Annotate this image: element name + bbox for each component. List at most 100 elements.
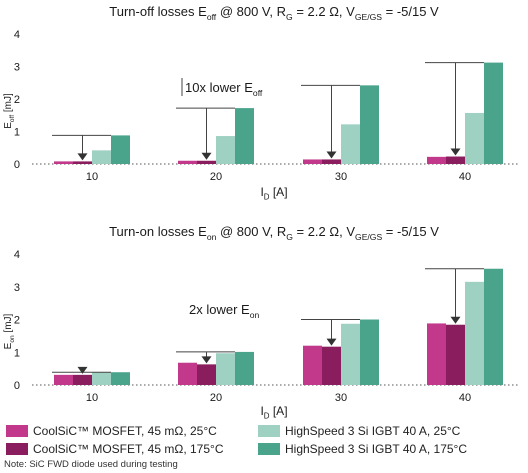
label-text: = -5/15 V — [382, 224, 439, 239]
bar — [484, 268, 503, 385]
bar — [73, 161, 92, 164]
y-axis-label: Eon [mJ] — [3, 313, 16, 349]
y-tick-label: 4 — [14, 29, 20, 41]
label-text: [A] — [270, 185, 288, 199]
legend-swatch — [6, 425, 28, 437]
label-text: @ 800 V, R — [216, 4, 286, 19]
comparison-arrow-head — [77, 153, 88, 161]
bar — [322, 159, 341, 164]
x-tick-label: 20 — [210, 171, 222, 183]
x-tick-label: 40 — [459, 392, 471, 404]
bar — [73, 374, 92, 385]
bar — [484, 62, 503, 164]
subscript-text: off — [207, 12, 217, 22]
bar — [54, 374, 73, 385]
y-tick-label: 1 — [14, 127, 20, 139]
comparison-arrow-head — [326, 151, 337, 159]
turn-off-losses-chart: Turn-off losses Eoff @ 800 V, RG = 2.2 Ω… — [3, 4, 520, 202]
bar — [446, 156, 465, 164]
y-tick-label: 4 — [14, 249, 20, 261]
subscript-text: on — [250, 310, 260, 320]
bar — [427, 323, 446, 385]
subscript-text: on — [207, 232, 217, 242]
y-tick-label: 2 — [14, 315, 20, 327]
bar — [235, 351, 254, 385]
label-text: @ 800 V, R — [216, 224, 286, 239]
comparison-arrow-head — [326, 338, 337, 346]
label-text: [mJ] — [3, 313, 14, 335]
legend-swatch — [6, 443, 28, 455]
subscript-text: D — [264, 412, 270, 421]
subscript-text: G — [286, 12, 293, 22]
legend-label: HighSpeed 3 Si IGBT 40 A, 25°C — [285, 424, 461, 438]
bar — [111, 135, 130, 164]
bar — [92, 150, 111, 164]
label-text: 2x lower E — [189, 302, 250, 317]
legend-item-highspeed-25c: HighSpeed 3 Si IGBT 40 A, 25°C — [258, 423, 460, 439]
label-text: E — [3, 342, 14, 349]
bar — [216, 136, 235, 164]
label-text: 10x lower E — [185, 80, 253, 95]
bar — [303, 345, 322, 385]
comparison-arrow-head — [450, 316, 461, 324]
label-text: I — [260, 404, 263, 418]
y-tick-label: 2 — [14, 94, 20, 106]
y-axis-label: Eoff [mJ] — [3, 93, 16, 129]
y-tick-label: 3 — [14, 282, 20, 294]
bar — [360, 319, 379, 385]
subscript-text: on — [9, 335, 16, 343]
label-text: Turn-on losses E — [109, 224, 207, 239]
bar — [216, 353, 235, 385]
label-text: Turn-off losses E — [109, 4, 207, 19]
x-axis-label: ID [A] — [260, 404, 287, 421]
legend-item-coolsic-175c: CoolSiC™ MOSFET, 45 mΩ, 175°C — [6, 441, 224, 457]
bar — [197, 160, 216, 164]
label-text: [A] — [270, 404, 288, 418]
label-text: I — [260, 185, 263, 199]
bar — [465, 112, 484, 164]
bar — [322, 346, 341, 385]
x-tick-label: 40 — [459, 171, 471, 183]
label-text: = 2.2 Ω, V — [293, 4, 355, 19]
bar — [465, 281, 484, 385]
label-text: E — [3, 122, 14, 129]
bar — [54, 161, 73, 164]
bar — [92, 372, 111, 385]
x-tick-label: 20 — [210, 392, 222, 404]
label-text: = 2.2 Ω, V — [293, 224, 355, 239]
x-tick-label: 30 — [335, 171, 347, 183]
bar — [427, 156, 446, 164]
y-tick-label: 1 — [14, 347, 20, 359]
comparison-arrow-head — [450, 148, 461, 156]
y-tick-label: 0 — [14, 159, 20, 171]
bar — [360, 85, 379, 164]
y-tick-label: 3 — [14, 62, 20, 74]
x-tick-label: 30 — [335, 392, 347, 404]
bar — [446, 324, 465, 385]
legend-item-coolsic-25c: CoolSiC™ MOSFET, 45 mΩ, 25°C — [6, 423, 217, 439]
turn-on-losses-chart: Turn-on losses Eon @ 800 V, RG = 2.2 Ω, … — [3, 224, 520, 421]
bar — [341, 124, 360, 164]
bar — [303, 159, 322, 164]
y-tick-label: 0 — [14, 380, 20, 392]
legend-item-highspeed-175c: HighSpeed 3 Si IGBT 40 A, 175°C — [258, 441, 467, 457]
bar — [341, 323, 360, 385]
label-text: = -5/15 V — [382, 4, 439, 19]
legend-label: CoolSiC™ MOSFET, 45 mΩ, 175°C — [33, 442, 224, 456]
subscript-text: off — [253, 88, 263, 98]
subscript-text: GE/GS — [355, 12, 382, 22]
annotation-text: 2x lower Eon — [189, 302, 259, 320]
subscript-text: D — [264, 193, 270, 202]
comparison-arrow-head — [201, 152, 212, 160]
x-tick-label: 10 — [86, 171, 98, 183]
x-axis-label: ID [A] — [260, 185, 287, 202]
bar — [111, 372, 130, 385]
footnote: Note: SiC FWD diode used during testing — [4, 459, 178, 470]
legend-swatch — [258, 443, 280, 455]
annotation-text: 10x lower Eoff — [185, 80, 263, 98]
chart-title: Turn-off losses Eoff @ 800 V, RG = 2.2 Ω… — [109, 4, 439, 22]
subscript-text: G — [286, 232, 293, 242]
legend-label: HighSpeed 3 Si IGBT 40 A, 175°C — [285, 442, 468, 456]
legend-label: CoolSiC™ MOSFET, 45 mΩ, 25°C — [33, 424, 217, 438]
